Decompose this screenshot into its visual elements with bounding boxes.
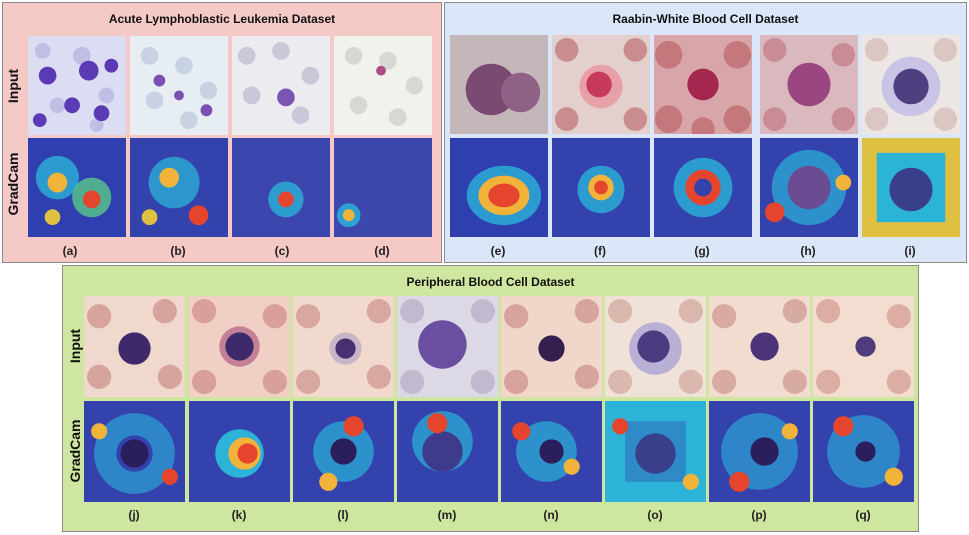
sublabel-l: (l)	[337, 508, 349, 522]
all-input-image-c	[232, 36, 330, 135]
raabin-input-image-f	[552, 35, 650, 134]
all-gradcam-image-d	[334, 138, 432, 237]
all-input-image-d	[334, 36, 432, 135]
sublabel-q: (q)	[855, 508, 871, 522]
sublabel-a: (a)	[62, 244, 78, 258]
raabin-input-image-h	[760, 35, 858, 134]
sublabel-d: (d)	[374, 244, 390, 258]
sublabel-c: (c)	[274, 244, 290, 258]
all-gradcam-image-c	[232, 138, 330, 237]
pbc-gradcam-image-o	[605, 401, 706, 502]
pbc-gradcam-image-q	[813, 401, 914, 502]
pbc-input-image-n	[501, 296, 602, 397]
sublabel-f: (f)	[594, 244, 606, 258]
raabin-gradcam-image-g	[654, 138, 752, 237]
sublabel-p: (p)	[751, 508, 767, 522]
all-gradcam-image-a	[28, 138, 126, 237]
raabin-gradcam-image-i	[862, 138, 960, 237]
all-input-image-b	[130, 36, 228, 135]
pbc-input-image-q	[813, 296, 914, 397]
pbc-input-row-label: Input	[67, 328, 83, 364]
all-input-row-label: Input	[5, 68, 21, 104]
raabin-gradcam-image-h	[760, 138, 858, 237]
pbc-input-image-l	[293, 296, 394, 397]
sublabel-h: (h)	[800, 244, 816, 258]
all-dataset-title: Acute Lymphoblastic Leukemia Dataset	[108, 12, 336, 26]
pbc-gradcam-image-j	[84, 401, 185, 502]
sublabel-j: (j)	[128, 508, 140, 522]
sublabel-i: (i)	[904, 244, 916, 258]
pbc-gradcam-image-l	[293, 401, 394, 502]
sublabel-b: (b)	[170, 244, 186, 258]
pbc-gradcam-image-k	[189, 401, 290, 502]
pbc-input-image-k	[189, 296, 290, 397]
sublabel-g: (g)	[694, 244, 710, 258]
pbc-input-image-m	[397, 296, 498, 397]
raabin-dataset-title: Raabin-White Blood Cell Dataset	[612, 12, 799, 26]
sublabel-n: (n)	[543, 508, 559, 522]
raabin-input-image-g	[654, 35, 752, 134]
all-input-image-a	[28, 36, 126, 135]
pbc-input-image-o	[605, 296, 706, 397]
all-gradcam-image-b	[130, 138, 228, 237]
sublabel-k: (k)	[231, 508, 247, 522]
pbc-input-image-p	[709, 296, 810, 397]
raabin-input-image-i	[862, 35, 960, 134]
pbc-input-image-j	[84, 296, 185, 397]
sublabel-e: (e)	[490, 244, 506, 258]
pbc-gradcam-image-m	[397, 401, 498, 502]
raabin-input-image-e	[450, 35, 548, 134]
pbc-gradcam-image-p	[709, 401, 810, 502]
sublabel-m: (m)	[437, 508, 457, 522]
all-gradcam-row-label: GradCam	[5, 152, 21, 216]
sublabel-o: (o)	[647, 508, 663, 522]
pbc-gradcam-image-n	[501, 401, 602, 502]
pbc-gradcam-row-label: GradCam	[67, 419, 83, 483]
raabin-gradcam-image-e	[450, 138, 548, 237]
pbc-dataset-title: Peripheral Blood Cell Dataset	[406, 275, 575, 289]
raabin-gradcam-image-f	[552, 138, 650, 237]
